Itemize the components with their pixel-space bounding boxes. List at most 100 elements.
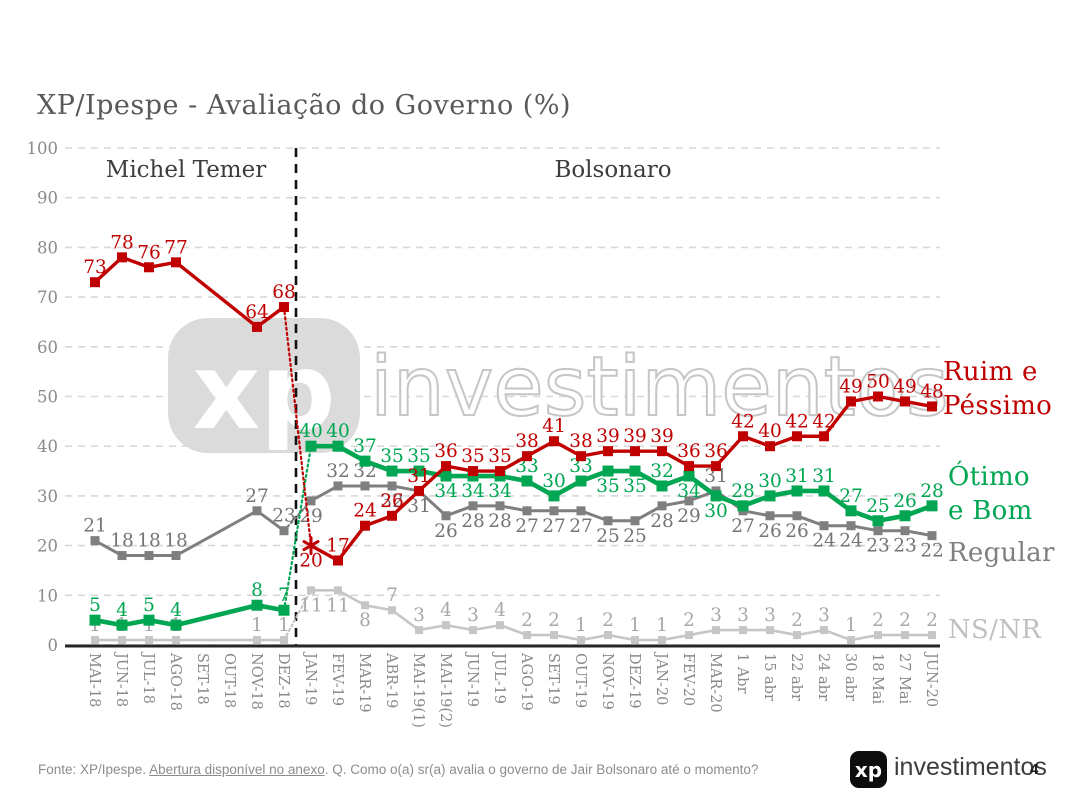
svg-text:38: 38 [569,431,593,452]
svg-text:32: 32 [353,461,377,482]
evaluation-line-chart: 0 10 20 30 40 50 60 70 80 90 100 xp investimentos MAI… [27,139,950,728]
svg-text:24 abr: 24 abr [815,653,831,701]
svg-text:3: 3 [710,605,722,626]
svg-text:21: 21 [83,516,107,537]
svg-text:JAN-19: JAN-19 [302,651,318,705]
svg-text:3: 3 [737,605,749,626]
source-prefix: Fonte: XP/Ipespe. [38,762,150,777]
svg-text:26: 26 [758,521,782,542]
source-note: Fonte: XP/Ipespe. Abertura disponível no… [38,762,758,777]
svg-text:FEV-20: FEV-20 [680,653,696,706]
svg-text:25: 25 [866,496,890,517]
svg-text:4: 4 [170,600,182,621]
svg-text:36: 36 [677,441,701,462]
svg-text:SET-18: SET-18 [194,653,210,705]
svg-text:27: 27 [569,516,593,537]
svg-text:50: 50 [866,372,890,393]
svg-text:27: 27 [542,516,566,537]
svg-text:27 Mai: 27 Mai [896,653,912,705]
svg-text:3: 3 [467,605,479,626]
svg-text:27: 27 [245,486,269,507]
series--timo-e-bom [89,440,938,631]
svg-text:22 abr: 22 abr [788,653,804,701]
svg-text:36: 36 [704,441,728,462]
svg-text:39: 39 [596,426,620,447]
svg-text:31: 31 [812,466,836,487]
svg-text:18: 18 [137,531,161,552]
svg-text:76: 76 [137,242,161,263]
svg-text:60: 60 [37,338,58,357]
svg-text:27: 27 [515,516,539,537]
svg-text:3: 3 [764,605,776,626]
svg-text:31: 31 [407,466,431,487]
svg-text:4: 4 [116,600,128,621]
svg-text:2: 2 [548,610,560,631]
svg-text:48: 48 [920,381,944,402]
svg-text:28: 28 [731,481,755,502]
svg-text:40: 40 [758,421,782,442]
svg-text:25: 25 [596,526,620,547]
legend-otimo-bom: Ótimo e Bom [948,462,1033,526]
svg-text:28: 28 [650,511,674,532]
svg-text:30: 30 [37,487,58,506]
svg-text:2: 2 [602,610,614,631]
brand-name: investimentos [894,753,1047,781]
svg-text:38: 38 [515,431,539,452]
xp-logo: xp [850,751,887,788]
svg-text:2: 2 [926,610,938,631]
svg-text:31: 31 [704,466,728,487]
svg-text:27: 27 [731,516,755,537]
svg-text:18: 18 [164,531,188,552]
svg-text:30: 30 [758,471,782,492]
svg-text:5: 5 [89,595,101,616]
svg-text:xp: xp [193,331,336,453]
svg-text:JUL-18: JUL-18 [140,651,156,704]
svg-text:33: 33 [569,456,593,477]
svg-text:JUN-18: JUN-18 [113,651,129,707]
svg-text:64: 64 [245,302,269,323]
legend-nsnr: NS/NR [948,615,1042,645]
svg-text:OUT-18: OUT-18 [221,653,237,708]
svg-text:34: 34 [461,481,485,502]
svg-text:78: 78 [110,232,134,253]
svg-text:AGO-18: AGO-18 [167,652,183,711]
svg-text:34: 34 [434,481,458,502]
svg-text:JAN-20: JAN-20 [653,651,669,705]
svg-text:5: 5 [143,595,155,616]
svg-text:42: 42 [731,411,755,432]
y-axis-labels: 0 10 20 30 40 50 60 70 80 90 100 [27,139,59,655]
svg-text:1 Abr: 1 Abr [734,653,750,694]
svg-text:11: 11 [326,595,350,616]
svg-text:JUL-19: JUL-19 [491,651,507,704]
svg-text:35: 35 [623,476,647,497]
svg-text:11: 11 [299,595,323,616]
svg-text:24: 24 [839,531,863,552]
svg-text:2: 2 [791,610,803,631]
svg-text:40: 40 [37,437,58,456]
svg-text:35: 35 [380,446,404,467]
svg-text:MAR-19: MAR-19 [356,653,372,713]
svg-text:80: 80 [37,238,58,257]
svg-text:34: 34 [488,481,512,502]
svg-text:1: 1 [251,615,263,636]
svg-text:26: 26 [380,491,404,512]
svg-text:17: 17 [326,536,350,557]
x-axis-labels: MAI-18 JUN-18 JUL-18 AGO-18 SET-18 OUT-18 NOV-… [86,651,939,728]
svg-text:4: 4 [494,600,506,621]
legend-ruim-pessimo: Ruim e Péssimo [943,357,1053,421]
svg-text:26: 26 [893,491,917,512]
svg-text:31: 31 [785,466,809,487]
svg-text:22: 22 [920,541,944,562]
svg-text:23: 23 [866,536,890,557]
svg-text:DEZ-19: DEZ-19 [626,653,642,709]
svg-text:29: 29 [677,506,701,527]
svg-text:27: 27 [839,486,863,507]
svg-text:30 abr: 30 abr [842,653,858,701]
svg-text:8: 8 [359,610,371,631]
annex-link[interactable]: Abertura disponível no anexo [149,762,325,777]
period-label-bolsonaro: Bolsonaro [554,157,672,183]
svg-text:40: 40 [326,421,350,442]
svg-text:28: 28 [920,481,944,502]
svg-text:29: 29 [299,506,323,527]
